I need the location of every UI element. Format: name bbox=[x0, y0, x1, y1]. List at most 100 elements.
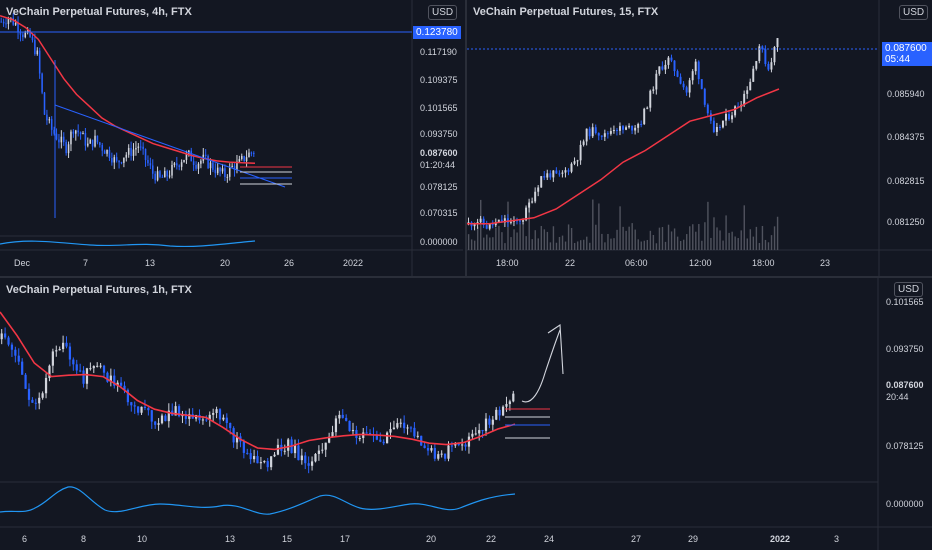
candle bbox=[5, 23, 7, 25]
candle bbox=[41, 393, 44, 398]
chart-panel-1h[interactable]: VeChain Perpetual Futures, 1h, FTX USD 0… bbox=[0, 278, 932, 550]
candle bbox=[245, 157, 248, 162]
candle bbox=[423, 445, 426, 449]
price-tick: 0.093750 bbox=[420, 129, 458, 139]
candle bbox=[167, 410, 170, 422]
candle bbox=[67, 144, 70, 154]
candle bbox=[249, 453, 252, 460]
candle bbox=[212, 162, 214, 170]
candle bbox=[208, 414, 211, 420]
candlestick-chart[interactable]: 0.085940 0.084375 0.082815 0.081250 18:0… bbox=[467, 0, 932, 276]
candle bbox=[94, 135, 96, 147]
volume-bar bbox=[534, 230, 536, 250]
price-tick: 0.117190 bbox=[420, 47, 457, 57]
volume-bar bbox=[664, 241, 667, 250]
candle bbox=[385, 432, 389, 444]
volume-bar bbox=[743, 205, 745, 250]
candle bbox=[709, 113, 712, 121]
candle bbox=[664, 64, 667, 70]
candle bbox=[238, 158, 241, 162]
panel-separator[interactable] bbox=[0, 276, 932, 278]
time-tick: 18:00 bbox=[496, 258, 519, 268]
chart-panel-4h[interactable]: VeChain Perpetual Futures, 4h, FTX USD 0… bbox=[0, 0, 463, 276]
candle bbox=[91, 139, 94, 147]
volume-bar bbox=[704, 222, 706, 250]
volume-bar bbox=[470, 239, 473, 250]
time-tick: 20 bbox=[426, 534, 436, 544]
candlestick-chart[interactable]: 0.117190 0.109375 0.101565 0.093750 0.07… bbox=[0, 0, 463, 276]
candlestick-chart[interactable]: 0.101565 0.093750 0.078125 0.000000 0.08… bbox=[0, 278, 932, 550]
last-price-label: 0.087600 bbox=[885, 43, 927, 54]
volume-bar bbox=[661, 227, 664, 250]
time-tick: 26 bbox=[284, 258, 294, 268]
candle bbox=[612, 129, 615, 132]
candle bbox=[494, 222, 497, 226]
candle bbox=[685, 87, 688, 93]
panel-separator[interactable] bbox=[465, 0, 467, 276]
chart-panel-15m[interactable]: VeChain Perpetual Futures, 15, FTX USD 0… bbox=[467, 0, 932, 276]
candle bbox=[119, 382, 123, 386]
candle bbox=[728, 113, 731, 120]
candle bbox=[10, 344, 14, 350]
time-tick: 22 bbox=[486, 534, 496, 544]
last-price-tag: 0.087600 05:44 bbox=[882, 42, 932, 66]
candle bbox=[102, 365, 106, 373]
candle bbox=[498, 409, 501, 416]
candle bbox=[776, 38, 779, 48]
volume-bar bbox=[552, 226, 555, 250]
candle bbox=[426, 448, 430, 451]
volume-bar bbox=[516, 232, 518, 250]
volume-bar bbox=[558, 236, 561, 250]
candle bbox=[537, 187, 540, 192]
volume-bar bbox=[570, 228, 573, 250]
candle bbox=[188, 414, 191, 419]
currency-button[interactable]: USD bbox=[428, 5, 458, 20]
candle bbox=[497, 219, 500, 223]
candle bbox=[525, 207, 528, 221]
candle bbox=[495, 409, 498, 420]
chart-title: VeChain Perpetual Futures, 1h, FTX bbox=[6, 284, 192, 296]
candle bbox=[700, 79, 703, 89]
candle bbox=[618, 126, 621, 131]
candle bbox=[118, 160, 120, 163]
candle bbox=[183, 159, 185, 163]
trendline-drawing[interactable] bbox=[54, 104, 286, 188]
candle bbox=[200, 160, 202, 164]
volume-bar bbox=[586, 236, 588, 250]
candle bbox=[149, 163, 152, 166]
candle bbox=[123, 157, 125, 163]
candle bbox=[7, 337, 10, 345]
candle bbox=[60, 136, 63, 143]
candle bbox=[752, 68, 755, 82]
candle bbox=[65, 141, 67, 154]
currency-button[interactable]: USD bbox=[899, 5, 929, 20]
volume-bar bbox=[643, 240, 646, 250]
candle bbox=[150, 410, 153, 422]
candle bbox=[622, 126, 624, 130]
candle bbox=[283, 450, 286, 452]
freehand-arrow-drawing[interactable] bbox=[521, 324, 564, 403]
candle bbox=[634, 127, 637, 131]
moving-average-line bbox=[0, 14, 256, 164]
time-tick: 29 bbox=[688, 534, 698, 544]
candle bbox=[58, 349, 61, 351]
candle bbox=[643, 108, 646, 125]
candle bbox=[248, 152, 250, 158]
candle bbox=[125, 154, 128, 158]
time-tick: 24 bbox=[544, 534, 554, 544]
price-tag-horizontal-line: 0.123780 bbox=[413, 26, 461, 39]
currency-button[interactable]: USD bbox=[894, 282, 924, 297]
candle bbox=[173, 163, 176, 165]
candle bbox=[603, 133, 606, 137]
price-tick: 0.101565 bbox=[420, 103, 458, 113]
volume-bar bbox=[486, 234, 488, 250]
volume-bar bbox=[755, 226, 758, 250]
candle bbox=[87, 143, 89, 146]
candle bbox=[543, 176, 546, 178]
candle bbox=[440, 453, 443, 455]
candle bbox=[694, 61, 697, 72]
candle bbox=[454, 443, 457, 446]
candle bbox=[132, 149, 135, 156]
candle bbox=[606, 133, 609, 135]
candle bbox=[228, 166, 231, 177]
